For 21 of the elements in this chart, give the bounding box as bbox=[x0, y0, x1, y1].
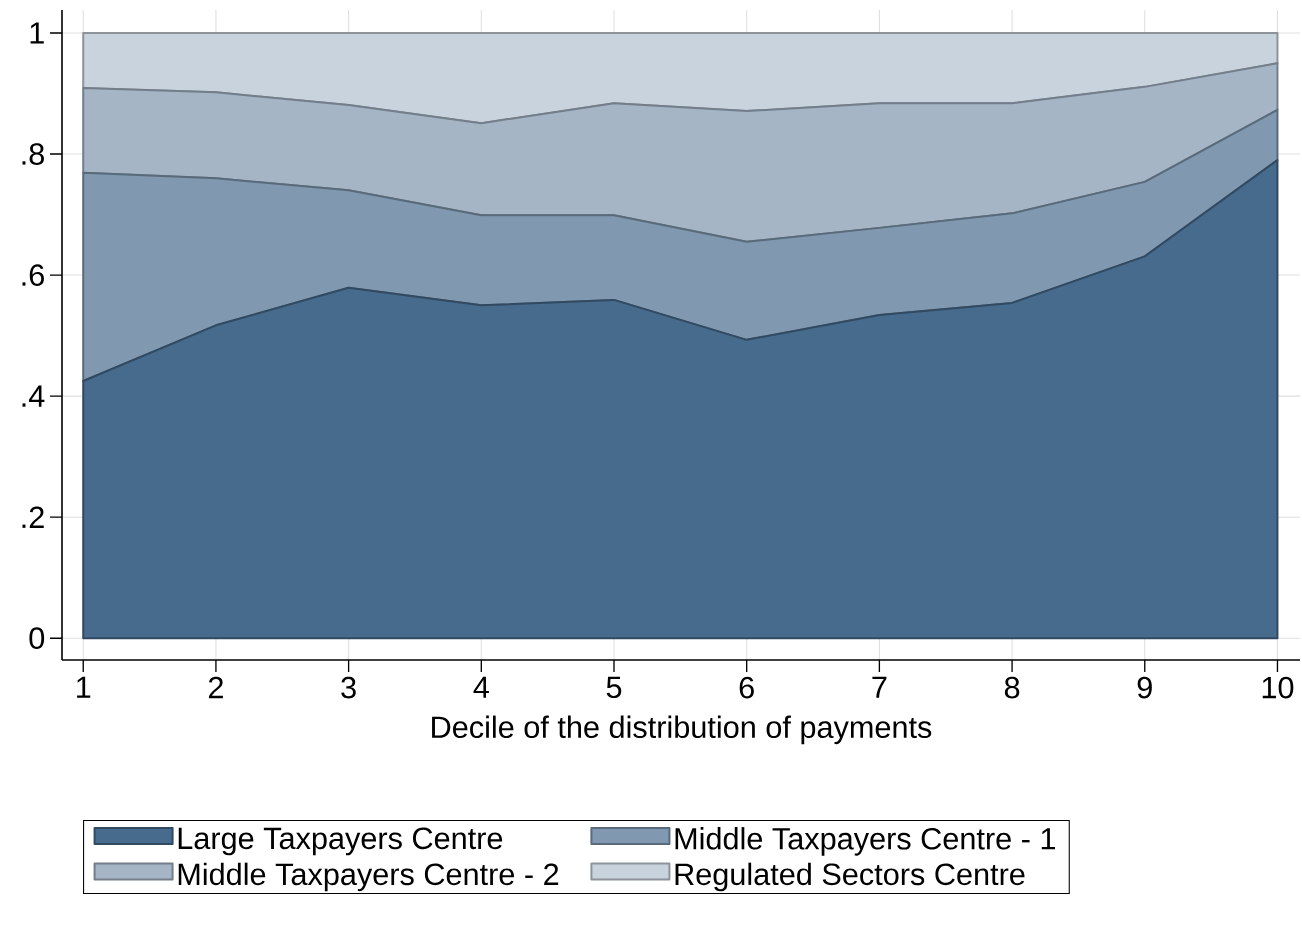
x-tick-label: 2 bbox=[208, 676, 223, 699]
y-tick-label: .4 bbox=[22, 385, 45, 407]
x-tick-label: 6 bbox=[739, 676, 754, 699]
x-tick-label: 3 bbox=[341, 676, 356, 699]
x-tick-label: 10 bbox=[1262, 676, 1294, 699]
legend-label: Regulated Sectors Centre bbox=[675, 862, 1025, 892]
y-tick-label: .8 bbox=[22, 143, 44, 165]
y-tick-label: 0 bbox=[29, 627, 45, 650]
legend-label: Middle Taxpayers Centre - 1 bbox=[675, 827, 1056, 856]
x-tick-label: 7 bbox=[872, 676, 887, 698]
legend-label: Middle Taxpayers Centre - 2 bbox=[178, 862, 559, 892]
y-tick-label: .6 bbox=[22, 264, 44, 286]
x-axis-title: Decile of the distribution of payments bbox=[432, 715, 932, 745]
x-tick-label: 5 bbox=[606, 676, 622, 699]
x-tick-label: 8 bbox=[1004, 676, 1020, 699]
y-tick-label: .2 bbox=[22, 506, 44, 528]
y-tick-label: 1 bbox=[30, 22, 44, 44]
x-tick-label: 4 bbox=[473, 676, 489, 698]
legend-label: Large Taxpayers Centre bbox=[178, 827, 503, 856]
x-tick-label: 1 bbox=[77, 676, 91, 698]
x-tick-label: 9 bbox=[1137, 676, 1152, 699]
